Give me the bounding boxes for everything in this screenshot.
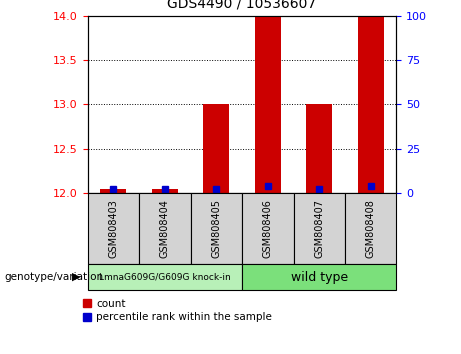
- Text: GSM808407: GSM808407: [314, 199, 324, 258]
- Text: genotype/variation: genotype/variation: [5, 272, 104, 282]
- Text: LmnaG609G/G609G knock-in: LmnaG609G/G609G knock-in: [99, 273, 230, 281]
- Bar: [190, 193, 242, 264]
- Text: wild type: wild type: [291, 270, 348, 284]
- Text: GSM808403: GSM808403: [108, 199, 118, 258]
- Bar: [242, 264, 396, 290]
- Bar: [88, 193, 139, 264]
- Bar: [307, 104, 332, 193]
- Text: GSM808406: GSM808406: [263, 199, 273, 258]
- Bar: [255, 16, 281, 193]
- Legend: count, percentile rank within the sample: count, percentile rank within the sample: [83, 299, 272, 322]
- Text: GSM808408: GSM808408: [366, 199, 376, 258]
- Bar: [345, 193, 396, 264]
- Bar: [294, 193, 345, 264]
- Title: GDS4490 / 10536607: GDS4490 / 10536607: [167, 0, 317, 11]
- Bar: [100, 188, 126, 193]
- Text: GSM808405: GSM808405: [211, 199, 221, 258]
- Bar: [203, 104, 229, 193]
- Bar: [152, 188, 177, 193]
- Bar: [242, 193, 294, 264]
- Text: ▶: ▶: [72, 272, 81, 282]
- Bar: [88, 264, 242, 290]
- Text: GSM808404: GSM808404: [160, 199, 170, 258]
- Bar: [139, 193, 190, 264]
- Bar: [358, 16, 384, 193]
